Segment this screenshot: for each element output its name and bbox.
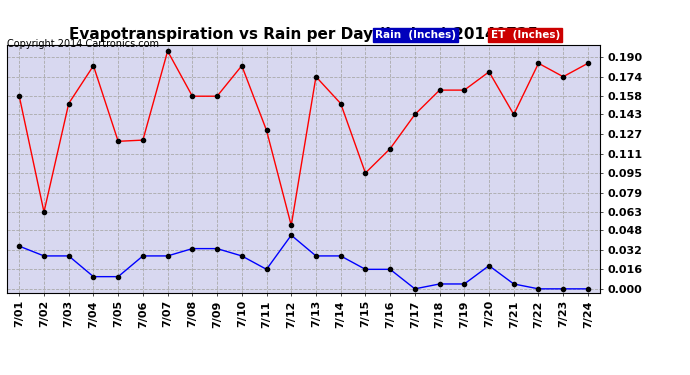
Text: Copyright 2014 Cartronics.com: Copyright 2014 Cartronics.com xyxy=(7,39,159,50)
Title: Evapotranspiration vs Rain per Day (Inches) 20140725: Evapotranspiration vs Rain per Day (Inch… xyxy=(69,27,538,42)
Text: Rain  (Inches): Rain (Inches) xyxy=(375,30,456,40)
Text: ET  (Inches): ET (Inches) xyxy=(491,30,560,40)
